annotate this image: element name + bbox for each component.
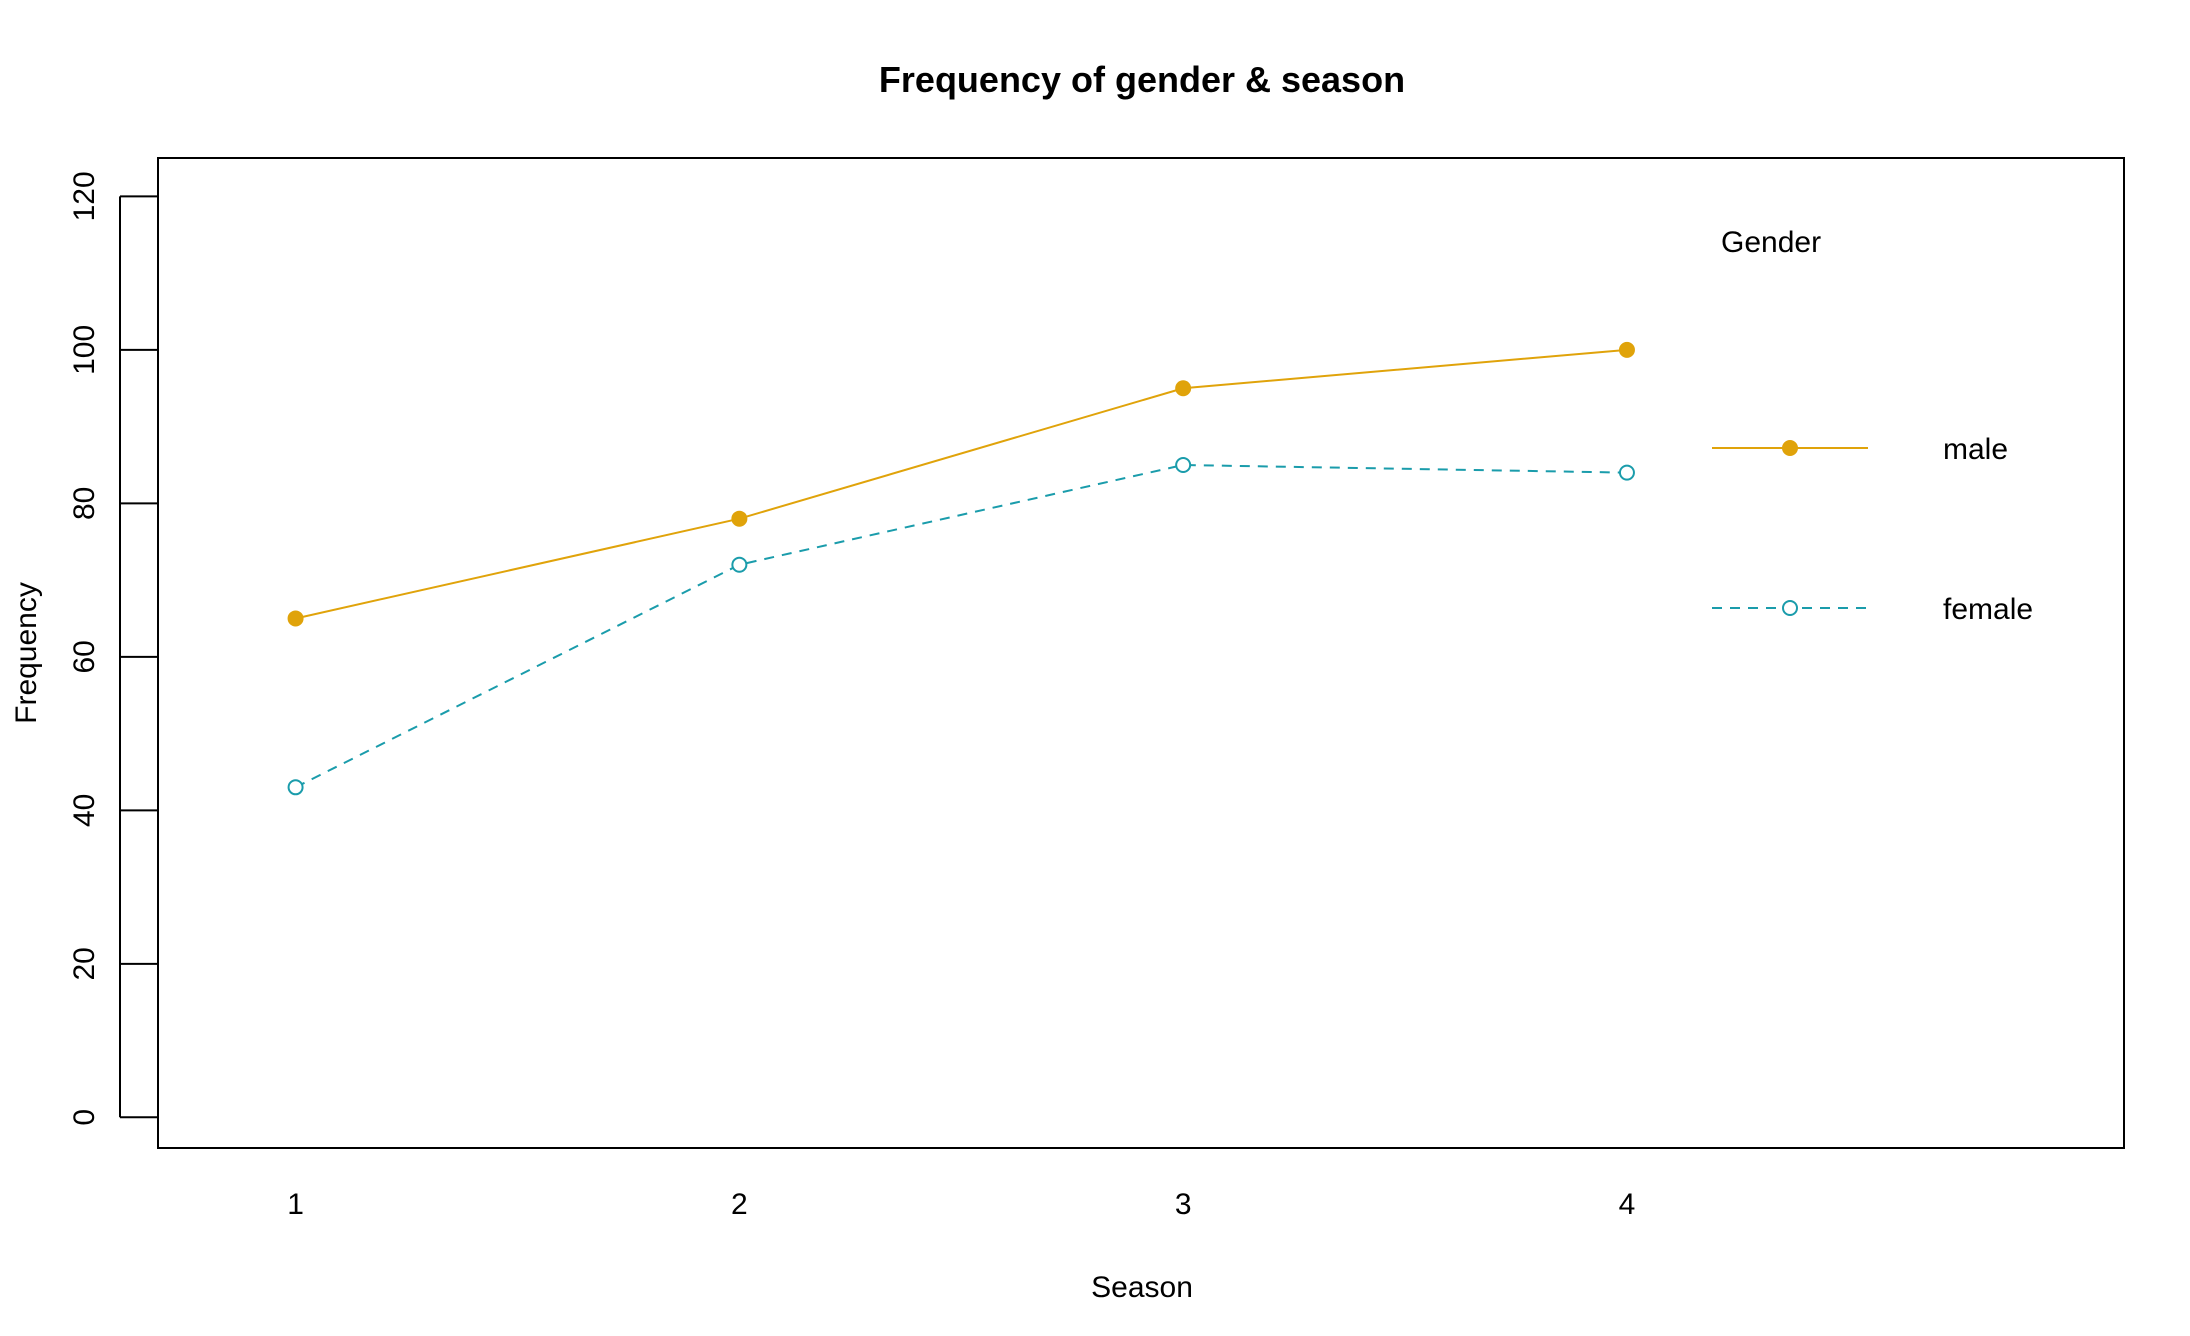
plot-area (157, 157, 2125, 1149)
y-tick-label: 80 (68, 487, 101, 520)
data-point-male (1175, 380, 1192, 397)
y-tick-label: 100 (68, 325, 101, 375)
data-point-female (287, 779, 304, 796)
legend-marker-female (1782, 600, 1798, 616)
data-point-female (1175, 456, 1192, 473)
x-tick-label: 2 (731, 1188, 748, 1221)
legend-label-female: female (1943, 593, 2033, 626)
y-axis-label: Frequency (10, 582, 43, 724)
y-tick-label: 60 (68, 640, 101, 673)
x-tick-label: 4 (1619, 1188, 1636, 1221)
legend-title: Gender (1721, 226, 1821, 259)
series-line-female (295, 463, 1627, 789)
data-point-male (1618, 341, 1635, 358)
legend-label-male: male (1943, 433, 2008, 466)
y-axis: 0 20 40 60 80 100 120 (68, 171, 158, 1126)
x-tick-label: 3 (1175, 1188, 1192, 1221)
legend-marker-male (1782, 440, 1798, 456)
series-layer (287, 341, 1635, 796)
chart-title: Frequency of gender & season (879, 59, 1405, 100)
y-tick-label: 120 (68, 171, 101, 221)
y-tick-label: 0 (68, 1109, 101, 1126)
y-tick-label: 20 (68, 947, 101, 980)
data-point-female (1618, 464, 1635, 481)
x-tick-label: 1 (287, 1188, 304, 1221)
data-point-female (731, 556, 748, 573)
x-axis-label: Season (1091, 1271, 1193, 1304)
data-point-male (287, 610, 304, 627)
y-tick-label: 40 (68, 794, 101, 827)
series-line-male (295, 348, 1628, 620)
legend: Gender male female (1712, 226, 2033, 626)
x-axis: 1 2 3 4 (287, 1188, 1635, 1221)
data-point-male (731, 510, 748, 527)
